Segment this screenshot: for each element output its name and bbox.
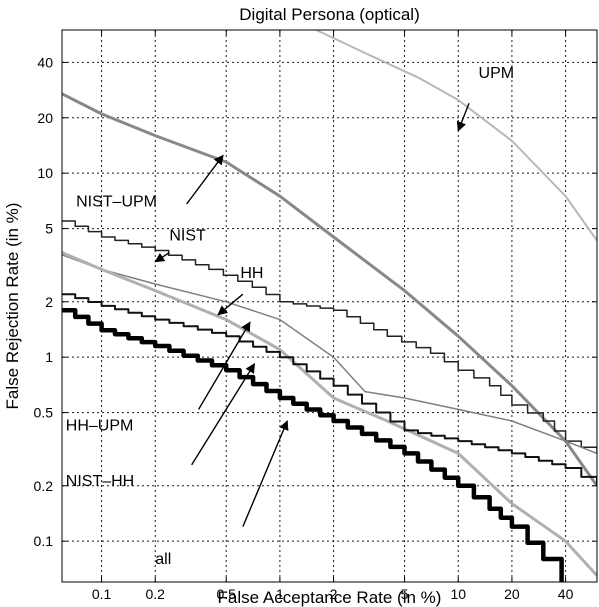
annotation-arrow <box>186 154 224 205</box>
series-line-nist-upm <box>62 92 597 487</box>
series-line-nist <box>62 220 597 454</box>
x-tick-label: 0.1 <box>92 586 112 602</box>
y-tick-label: 2 <box>45 294 53 310</box>
x-tick-label: 0.5 <box>216 586 236 602</box>
series-layer <box>62 30 597 582</box>
series-line-hh-upm <box>62 251 597 577</box>
annotation-label: UPM <box>479 65 515 82</box>
y-tick-label: 10 <box>37 165 53 181</box>
annotation-arrow <box>242 420 289 527</box>
series-line-upm <box>315 30 597 242</box>
x-axis-label: False Acceptance Rate (in %) <box>218 588 442 607</box>
annotation-arrow <box>456 102 470 132</box>
series-line-all <box>62 307 564 582</box>
y-tick-label: 0.2 <box>34 478 54 494</box>
x-tick-label: 20 <box>504 586 520 602</box>
x-tick-label: 5 <box>401 586 409 602</box>
annotation-label: NIST–UPM <box>76 193 157 210</box>
y-tick-label: 1 <box>45 349 53 365</box>
axis-ticks: 0.1 0.2 0.5 1 2 5 10 20 40 0.1 0.2 0.5 1 2 5 10 20 40 <box>34 30 597 602</box>
annotation-arrow <box>197 321 251 410</box>
y-tick-label: 0.1 <box>34 533 54 549</box>
annotation-arrow <box>217 293 244 316</box>
series-line-hh <box>62 254 597 455</box>
x-tick-label: 0.2 <box>146 586 166 602</box>
grid <box>62 30 597 582</box>
annotation-label: NIST–HH <box>66 473 134 490</box>
annotations: UPM NIST–UPM NIST HH HH–UPM NIST–HH all <box>66 65 514 568</box>
annotation-arrow <box>154 252 170 263</box>
x-tick-label: 2 <box>330 586 338 602</box>
y-tick-label: 40 <box>37 54 53 70</box>
annotation-arrow <box>191 363 256 466</box>
annotation-label: HH <box>240 265 263 282</box>
x-tick-label: 1 <box>276 586 284 602</box>
y-tick-label: 0.5 <box>34 405 54 421</box>
y-axis-label: False Rejection Rate (in %) <box>3 203 22 410</box>
chart-title: Digital Persona (optical) <box>239 5 419 24</box>
y-tick-label: 20 <box>37 110 53 126</box>
annotation-label: HH–UPM <box>66 417 134 434</box>
series-line-nist-hh <box>62 293 597 486</box>
plot-frame <box>61 29 598 583</box>
x-tick-label: 40 <box>558 586 574 602</box>
annotation-label: NIST <box>169 228 206 245</box>
y-tick-label: 5 <box>45 221 53 237</box>
annotation-label: all <box>155 551 171 568</box>
x-tick-label: 10 <box>450 586 466 602</box>
